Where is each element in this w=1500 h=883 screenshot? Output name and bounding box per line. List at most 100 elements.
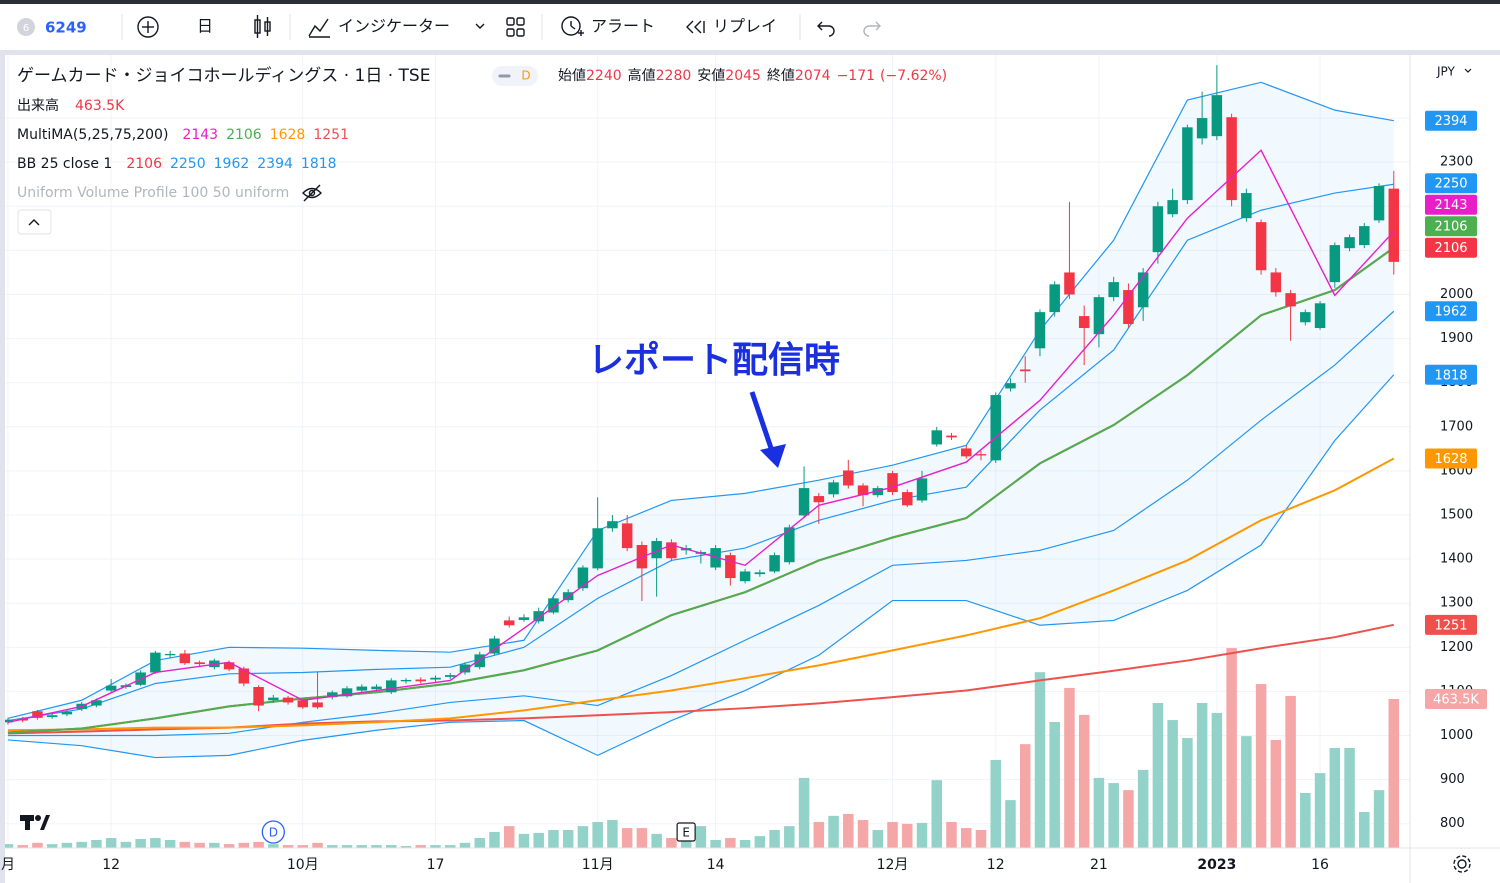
layout-button[interactable]	[506, 17, 525, 37]
volume-bar	[1093, 777, 1105, 848]
candle-body	[164, 653, 176, 656]
price-badge	[1425, 216, 1477, 237]
price-badge-label: 1962	[1434, 305, 1467, 320]
volume-bar	[76, 841, 87, 848]
candle-body	[813, 496, 825, 503]
replay-button[interactable]: リプレイ	[713, 17, 777, 36]
x-tick-label: 17	[427, 857, 445, 873]
candle-body	[179, 653, 191, 664]
price-badge-label: 2143	[1434, 198, 1467, 213]
indicators-dropdown[interactable]	[475, 23, 485, 29]
event-label: D	[269, 826, 278, 840]
volume-bar	[489, 831, 500, 848]
candle-body	[1285, 293, 1296, 307]
candle-body	[828, 482, 839, 495]
candle-body	[61, 711, 73, 715]
indicators-button[interactable]: インジケーター	[338, 17, 450, 36]
collapse-button[interactable]	[17, 209, 52, 235]
candle-body	[533, 611, 544, 622]
volume-bar	[415, 845, 427, 848]
candle-body	[1093, 297, 1105, 335]
volume-bar	[1359, 811, 1370, 848]
x-tick-label: 14	[707, 857, 725, 873]
candle-body	[489, 638, 500, 654]
volume-badge	[1425, 689, 1487, 710]
volume-bar	[1019, 744, 1031, 848]
candle-body	[282, 697, 294, 703]
candle-body	[1241, 193, 1252, 219]
annotation-arrowhead	[760, 444, 786, 468]
replay-icon[interactable]	[686, 20, 705, 34]
candle-body	[1329, 245, 1341, 283]
currency-dropdown[interactable]	[1464, 68, 1472, 73]
top-edge	[0, 0, 1500, 4]
volume-bar	[386, 845, 397, 848]
price-badge	[1425, 614, 1477, 635]
alert-button[interactable]: アラート	[591, 17, 655, 36]
legend-item: 2106	[126, 156, 162, 172]
candle-body	[518, 617, 530, 620]
volume-bar	[725, 838, 736, 848]
alert-icon[interactable]	[561, 16, 584, 36]
candle-body	[1123, 290, 1134, 325]
candle-body	[1034, 312, 1046, 349]
volume-bar	[828, 815, 839, 848]
price-badge-label: 1818	[1434, 368, 1467, 383]
compare-button[interactable]	[137, 16, 159, 38]
volume-bar	[194, 842, 205, 848]
volume-bar	[1344, 748, 1355, 848]
indicators-icon[interactable]	[308, 18, 330, 38]
ma-line	[7, 246, 1395, 734]
volume-bar	[1211, 712, 1223, 848]
x-tick-label: 12月	[877, 857, 909, 873]
y-tick-label: 1400	[1440, 552, 1473, 567]
legend-item: 高値	[628, 67, 656, 84]
price-badge	[1425, 364, 1477, 385]
legend-item: 1628	[270, 127, 306, 143]
candle-body	[327, 692, 338, 698]
symbol[interactable]: 6249	[45, 19, 87, 37]
volume-bar	[975, 829, 987, 848]
volume-bar	[371, 845, 382, 848]
volume-bar	[1314, 773, 1326, 848]
volume-bar	[1388, 699, 1400, 848]
symbol-icon[interactable]	[17, 18, 35, 36]
redo-button[interactable]	[863, 21, 881, 37]
volume-bar	[1167, 720, 1178, 848]
candle-body	[1108, 282, 1119, 298]
x-tick-label: 12	[102, 857, 120, 873]
ma-line	[7, 149, 1395, 723]
annotation-arrow	[749, 391, 774, 449]
undo-button[interactable]	[817, 21, 835, 37]
x-tick-label: 10月	[287, 857, 319, 873]
volume-bar	[503, 826, 515, 848]
settings-button[interactable]	[1453, 855, 1471, 873]
legend-item: MultiMA(5,25,75,200)	[17, 127, 168, 143]
candle-body	[91, 700, 102, 706]
event-label: E	[682, 826, 690, 840]
legend-item: 1962	[214, 156, 250, 172]
chart-type-button[interactable]	[254, 15, 271, 38]
status-badge[interactable]	[492, 66, 538, 86]
candle-body	[341, 688, 353, 697]
volume-bar	[1226, 648, 1237, 848]
volume-bar	[577, 826, 589, 848]
volume-bar	[607, 820, 618, 848]
volume-bar	[1270, 739, 1282, 848]
hide-toggle[interactable]	[302, 184, 322, 202]
volume-badge-label: 463.5K	[1433, 693, 1479, 708]
candle-body	[1196, 118, 1208, 139]
bb-fill	[7, 82, 1394, 758]
interval-button[interactable]: 日	[197, 17, 213, 36]
event-marker	[676, 822, 696, 842]
candle-body	[474, 654, 485, 668]
volume-bar	[902, 823, 913, 848]
candle-body	[1270, 272, 1282, 293]
volume-bar	[327, 845, 338, 848]
volume-bar	[651, 833, 662, 848]
volume-bar	[297, 845, 309, 848]
legend-item: 終値	[767, 68, 795, 84]
volume-bar	[872, 829, 884, 848]
currency-label[interactable]: JPY	[1436, 65, 1456, 79]
